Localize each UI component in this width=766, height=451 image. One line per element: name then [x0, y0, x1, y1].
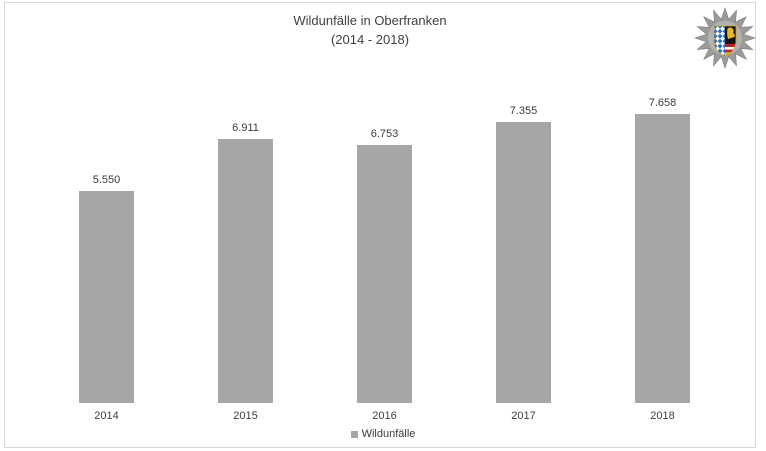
data-label-2016: 6.753	[370, 128, 399, 140]
x-axis-label-2017: 2017	[511, 410, 536, 422]
data-label-2014: 5.550	[92, 174, 121, 186]
plot-area: 5.550 2014 6.911 2015 6.753 2016 7.355 2…	[37, 97, 732, 447]
bar-2014	[79, 191, 134, 403]
bavarian-police-star-logo	[694, 7, 756, 69]
legend-marker-icon	[350, 430, 358, 438]
data-label-2015: 6.911	[232, 122, 259, 134]
x-axis-label-2018: 2018	[650, 410, 675, 422]
chart-title-line2: (2014 - 2018)	[330, 32, 410, 47]
bar-group-2016: 6.753 2016	[315, 97, 454, 447]
bar-group-2014: 5.550 2014	[37, 97, 176, 447]
x-axis-label-2014: 2014	[94, 410, 119, 422]
bar-2018	[635, 114, 690, 403]
x-axis-label-2015: 2015	[233, 410, 258, 422]
bar-2017	[496, 122, 551, 403]
chart-title: Wildunfälle in Oberfranken (2014 - 2018)	[0, 11, 740, 49]
x-axis-label-2016: 2016	[372, 410, 397, 422]
bar-group-2017: 7.355 2017	[454, 97, 593, 447]
chart-title-line1: Wildunfälle in Oberfranken	[293, 13, 447, 28]
bar-group-2015: 6.911 2015	[176, 97, 315, 447]
data-label-2018: 7.658	[648, 97, 677, 109]
legend-label: Wildunfälle	[361, 428, 416, 440]
bar-2015	[218, 139, 273, 403]
legend: Wildunfälle	[0, 428, 766, 440]
bar-group-2018: 7.658 2018	[593, 97, 732, 447]
bar-2016	[357, 145, 412, 403]
data-label-2017: 7.355	[509, 105, 538, 117]
